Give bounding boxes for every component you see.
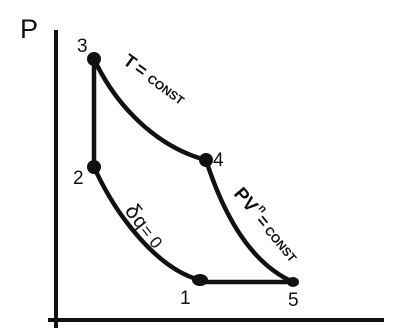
point-5-label: 5	[288, 290, 299, 311]
cycle-curves	[91, 56, 296, 285]
point-4-label: 4	[213, 150, 224, 171]
point-5-marker	[287, 277, 299, 287]
process-4-5-polytropic	[203, 157, 296, 285]
isotherm-const: CONST	[145, 72, 188, 108]
axes	[48, 30, 384, 328]
point-3-label: 3	[77, 36, 88, 57]
point-3-marker	[87, 52, 101, 66]
state-points	[87, 52, 299, 287]
point-2-label: 2	[73, 168, 84, 189]
process-2-1-adiabatic	[91, 164, 203, 283]
isotherm-annotation: T = CONST	[120, 50, 188, 108]
point-1-marker	[192, 274, 208, 286]
polytropic-const: CONST	[262, 224, 300, 266]
point-2-marker	[87, 160, 101, 174]
y-axis-label: P	[20, 14, 38, 44]
polytropic-pv: PV	[229, 184, 262, 217]
process-3-4-isotherm	[91, 56, 209, 163]
point-4-marker	[199, 153, 213, 167]
polytropic-annotation: PV n = CONST	[229, 184, 300, 266]
point-1-label: 1	[180, 288, 191, 309]
